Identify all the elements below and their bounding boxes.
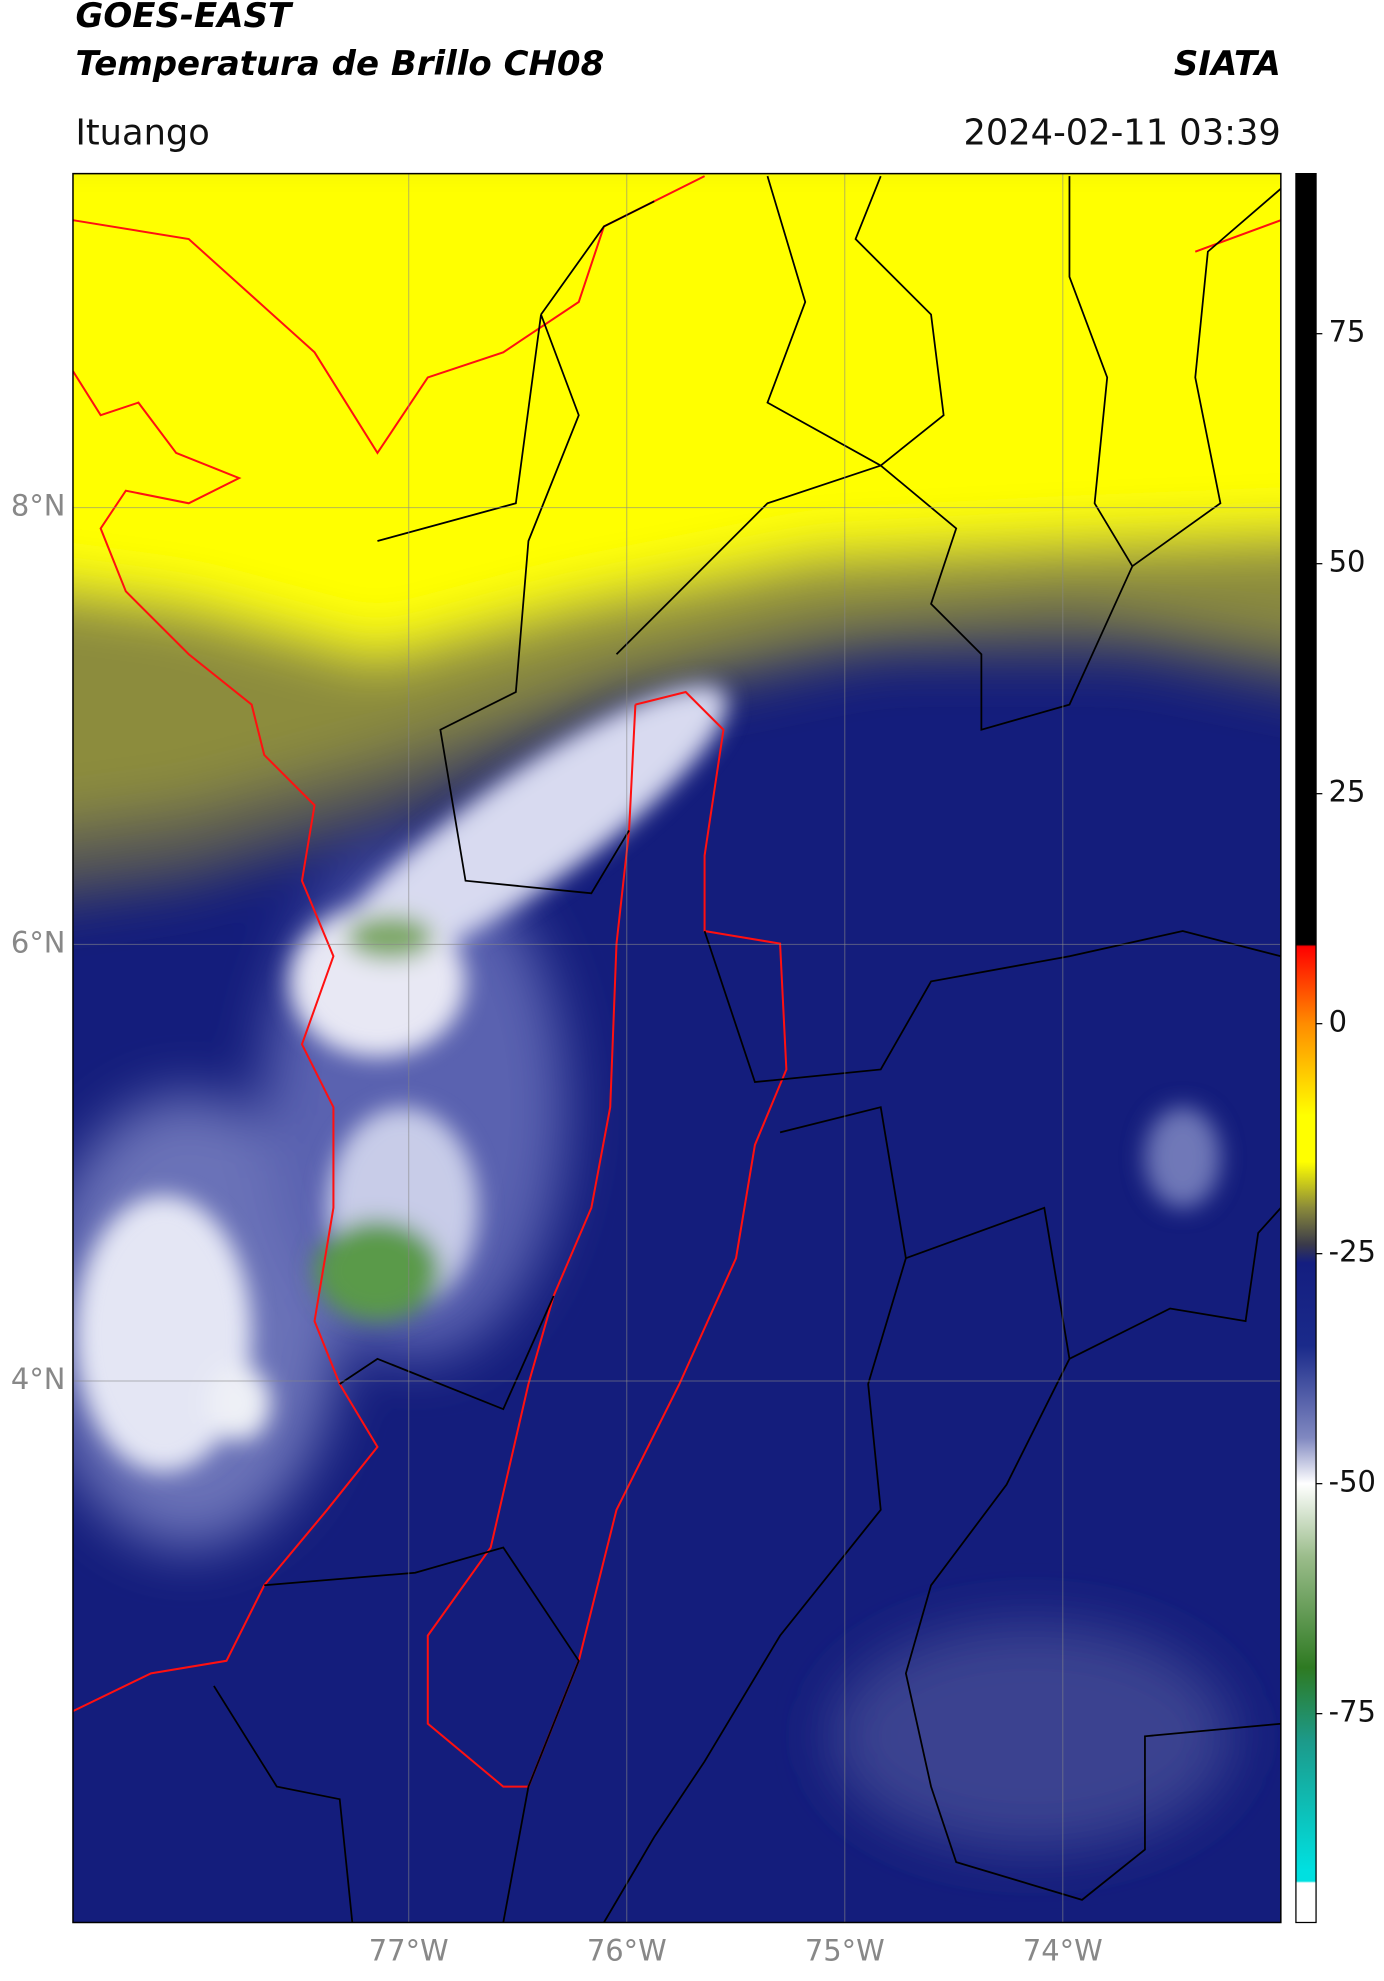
colorbar <box>1295 172 1317 1924</box>
brand: SIATA <box>1174 44 1281 84</box>
colorbar-tick-label: 75 <box>1329 315 1366 349</box>
lon-label: 75°W <box>805 1934 885 1968</box>
map-field <box>72 173 1281 1923</box>
colorbar-tick-label: -25 <box>1329 1235 1376 1269</box>
lat-label: 6°N <box>11 925 66 959</box>
lon-label: 76°W <box>587 1934 667 1968</box>
colorbar-tick-label: -75 <box>1329 1695 1376 1729</box>
title: GOES-EAST <box>75 0 293 36</box>
colorbar-tick-label: 25 <box>1329 775 1366 809</box>
location: Ituango <box>75 113 209 154</box>
lon-label: 74°W <box>1023 1934 1103 1968</box>
lat-label: 4°N <box>11 1362 66 1396</box>
colorbar-tick-label: 50 <box>1329 545 1366 579</box>
graticule <box>72 173 1281 1923</box>
colorbar-tick-label: -50 <box>1329 1465 1376 1499</box>
colorbar-tick-label: 0 <box>1329 1005 1347 1039</box>
subtitle: Temperatura de Brillo CH08 <box>75 44 604 84</box>
lon-label: 77°W <box>369 1934 449 1968</box>
map-frame <box>72 172 1282 1924</box>
datetime: 2024-02-11 03:39 <box>963 113 1280 154</box>
lat-label: 8°N <box>11 489 66 523</box>
